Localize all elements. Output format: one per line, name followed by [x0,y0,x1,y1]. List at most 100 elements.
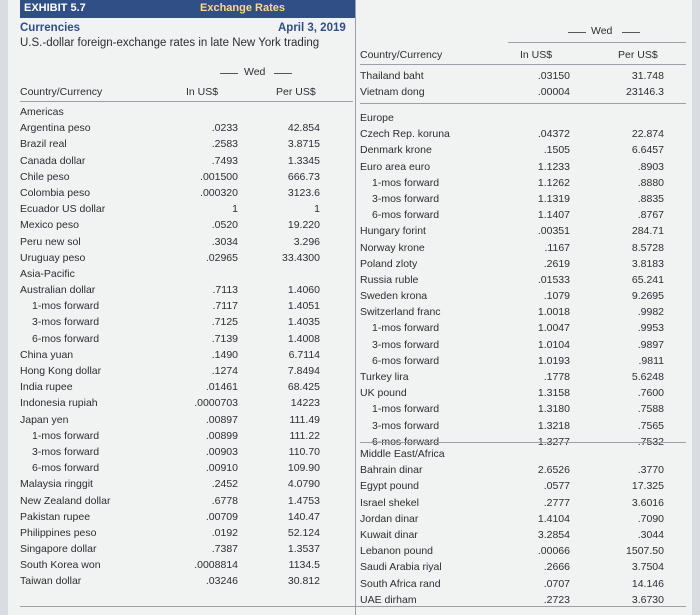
currency-name: Philippines peso [20,526,97,539]
per-usd-value: 6.6457 [631,144,664,157]
currency-name: Switzerland franc [360,306,441,319]
currency-name: Singapore dollar [20,543,97,556]
in-usd-value: 1.3158 [537,387,570,400]
in-usd-value: .1167 [544,241,571,254]
currency-name: 1-mos forward [32,300,100,313]
currency-name: Peru new sol [20,235,81,248]
in-usd-value: .01533 [537,273,570,286]
currency-name: Colombia peso [20,186,91,199]
currency-name: Czech Rep. koruna [360,128,450,141]
per-usd-value: .8903 [637,160,664,173]
currency-name: Uruguay peso [20,251,86,264]
right-col-header-per-usd: Per US$ [618,49,658,61]
currency-name: Poland zloty [360,257,418,270]
in-usd-value: 1.3180 [537,403,570,416]
per-usd-value: 284.71 [631,225,664,238]
per-usd-value: 31.748 [631,70,664,82]
right-top-in-usd-column: .03150 .00004 [488,68,570,100]
in-usd-value: 1.0193 [537,354,570,367]
currency-name: Jordan dinar [360,512,419,525]
currency-name: 3-mos forward [372,192,440,205]
currency-name: Ecuador US dollar [20,203,106,216]
currency-name: Argentina peso [20,122,91,135]
right-col-header-in-usd: In US$ [520,49,553,61]
left-col-header-in-usd: In US$ [186,86,219,98]
in-usd-value: .0577 [543,480,570,493]
in-usd-value: .0192 [211,526,238,539]
in-usd-value: .0520 [211,219,238,232]
currency-name: Saudi Arabia riyal [360,561,442,574]
region-heading: Americas [20,106,64,118]
currency-name: Turkey lira [360,371,409,383]
currency-name: India rupee [20,381,73,394]
left-col-header-country: Country/Currency [20,86,103,98]
currency-name: Indonesia rupiah [20,397,98,410]
per-usd-value: 109.90 [287,462,320,475]
per-usd-value: .7565 [637,419,664,432]
exhibit-page: EXHIBIT 5.7 Exchange Rates Currencies Ap… [8,0,692,615]
in-usd-value: 1.1407 [537,209,570,222]
per-usd-value: 1.3537 [287,543,320,556]
per-usd-value: 30.812 [287,575,320,588]
right-mideast-names-column: Middle East/Africa Bahrain dinar Egypt pou… [360,446,510,608]
in-usd-value: .00004 [537,86,570,99]
per-usd-value: .3044 [637,528,664,541]
currency-name: 6-mos forward [372,435,440,448]
currency-name: Euro area euro [360,160,431,173]
wed-dash-left-r [568,32,586,33]
currency-name: 6-mos forward [372,354,440,367]
in-usd-value: .00066 [537,545,570,558]
table-description: U.S.-dollar foreign-exchange rates in la… [20,37,320,49]
per-usd-value: 4.0790 [287,478,320,491]
left-in-usd-column: .0233 .2583 .7493 .001500 .000320 1 .0520 .3034… [158,104,238,590]
in-usd-value: .7493 [211,154,238,167]
in-usd-value: .000320 [200,186,238,199]
in-usd-value: .2666 [543,561,570,574]
per-usd-value: 65.241 [631,273,664,286]
in-usd-value: .02965 [205,251,238,264]
per-usd-value: 3.8715 [287,138,320,151]
currency-name: Pakistan rupee [20,510,91,523]
region-heading: Asia-Pacific [20,267,75,280]
currency-name: Taiwan dollar [20,575,82,588]
in-usd-value: 1.1233 [537,160,570,173]
in-usd-value: .2723 [543,593,570,606]
per-usd-value: 22.874 [631,128,664,141]
currency-name: Australian dollar [20,284,96,297]
date-label: April 3, 2019 [278,22,346,34]
in-usd-value: .1079 [543,290,570,303]
currency-name: 6-mos forward [372,209,440,222]
in-usd-value: .2619 [543,257,570,270]
currency-name: Canada dollar [20,154,86,167]
currency-name: Thailand baht [360,70,424,82]
in-usd-value: .7387 [211,543,238,556]
per-usd-value: 5.6248 [631,371,664,383]
empty-cell [158,266,238,282]
exhibit-number: EXHIBIT 5.7 [24,2,86,14]
currency-name: 1-mos forward [32,429,100,442]
currency-name: Vietnam dong [360,86,425,99]
currency-name: 6-mos forward [32,462,100,475]
per-usd-value: .7090 [637,512,664,525]
per-usd-value: 6.7114 [288,348,320,361]
region-heading: Middle East/Africa [360,448,445,460]
in-usd-value: 1.4104 [537,512,570,525]
per-usd-value: 1.4051 [287,300,320,313]
empty-cell [488,110,570,126]
in-usd-value: 1.0104 [537,338,570,351]
in-usd-value: 1.3277 [537,435,570,448]
currency-name: 1-mos forward [372,176,440,189]
per-usd-value: .9953 [637,322,664,335]
per-usd-value: 33.4300 [282,251,320,264]
per-usd-value: 3.296 [293,235,320,248]
right-europe-rule [360,442,686,443]
currency-name: Kuwait dinar [360,528,418,541]
right-col-header-country: Country/Currency [360,49,443,61]
in-usd-value: .0008814 [194,559,238,572]
right-mideast-in-usd-column: 2.6526 .0577 .2777 1.4104 3.2854 .00066 .2666.… [488,446,570,608]
right-top-rule [360,103,686,104]
in-usd-value: .00910 [205,462,238,475]
per-usd-value: .8767 [637,209,664,222]
per-usd-value: 7.8494 [287,365,320,377]
per-usd-value: .8880 [637,176,664,189]
